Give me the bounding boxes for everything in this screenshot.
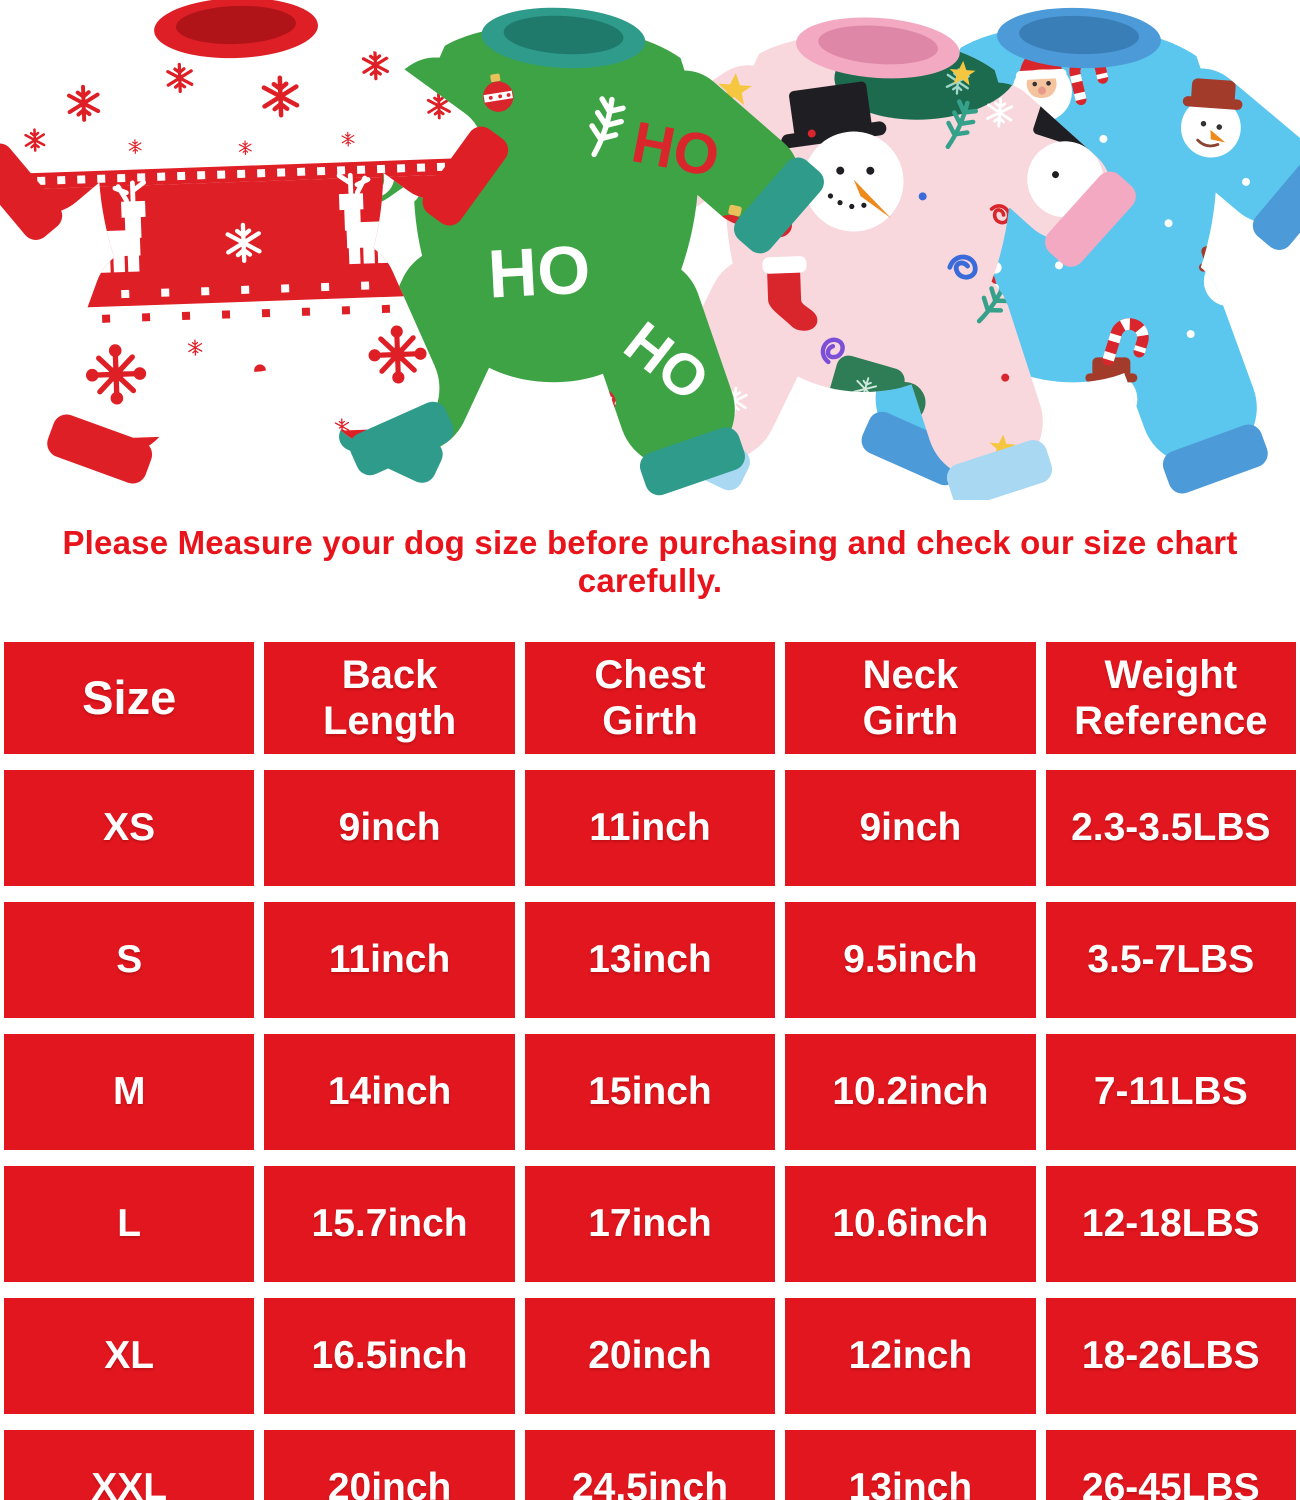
col-header-chest-girth: Chest Girth (524, 642, 776, 754)
cell-chest: 20inch (524, 1298, 776, 1414)
cell-back: 16.5inch (264, 1298, 515, 1414)
cell-weight: 26-45LBS (1045, 1430, 1296, 1500)
cell-size: XL (4, 1298, 255, 1414)
col-header-back-length: Back Length (264, 642, 515, 754)
cell-chest: 15inch (524, 1034, 776, 1150)
cell-back: 14inch (264, 1034, 515, 1150)
cell-neck: 10.6inch (785, 1166, 1036, 1282)
cell-size: L (4, 1166, 255, 1282)
cell-size: XS (4, 770, 255, 886)
garment-text-ho: HO (471, 424, 549, 485)
col-header-size: Size (4, 642, 255, 754)
snowflake-icon (1266, 329, 1295, 361)
cell-neck: 9inch (785, 770, 1036, 886)
cell-back: 11inch (264, 902, 515, 1018)
cell-weight: 7-11LBS (1045, 1034, 1296, 1150)
product-photo: A H H (0, 0, 1300, 500)
col-header-neck-girth: Neck Girth (785, 642, 1036, 754)
cell-weight: 12-18LBS (1045, 1166, 1296, 1282)
cell-back: 15.7inch (264, 1166, 515, 1282)
cell-size: S (4, 902, 255, 1018)
cell-chest: 13inch (524, 902, 776, 1018)
measure-notice: Please Measure your dog size before purc… (62, 524, 1238, 599)
checker-strip (0, 161, 486, 187)
bow-icon (1259, 46, 1300, 89)
cell-neck: 13inch (785, 1430, 1036, 1500)
cell-weight: 2.3-3.5LBS (1045, 770, 1296, 886)
cell-neck: 10.2inch (785, 1034, 1036, 1150)
cell-back: 20inch (264, 1430, 515, 1500)
cell-chest: 24.5inch (524, 1430, 776, 1500)
cell-weight: 3.5-7LBS (1045, 902, 1296, 1018)
cell-weight: 18-26LBS (1045, 1298, 1296, 1414)
garment-text-ho: HO (486, 231, 592, 312)
cell-neck: 12inch (785, 1298, 1036, 1414)
snowman-icon (781, 81, 904, 232)
size-chart-table: Size Back Length Chest Girth Neck Girth … (4, 642, 1296, 1500)
cell-chest: 11inch (524, 770, 776, 886)
col-header-weight: Weight Reference (1045, 642, 1296, 754)
cell-size: XXL (4, 1430, 255, 1500)
stocking-icon (762, 256, 818, 331)
cell-size: M (4, 1034, 255, 1150)
cell-neck: 9.5inch (785, 902, 1036, 1018)
cell-chest: 17inch (524, 1166, 776, 1282)
cell-back: 9inch (264, 770, 515, 886)
